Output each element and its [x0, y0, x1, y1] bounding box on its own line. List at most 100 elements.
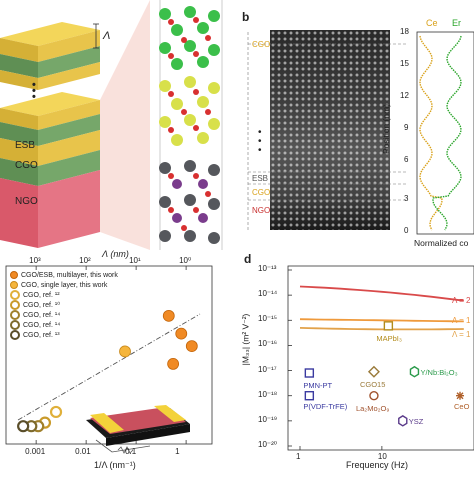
panel-b-letter: b [242, 10, 250, 24]
d-y-tick: 10⁻¹⁷ [258, 364, 277, 374]
stem-label-esb: ESB [252, 174, 269, 183]
d-y-tick: 10⁻¹⁵ [258, 314, 278, 324]
c-legend-text: CGO, ref. ¹³ [23, 331, 60, 339]
device-inset [86, 405, 190, 454]
c-legend-marker [10, 320, 20, 330]
layer-label-ngo: NGO [15, 196, 38, 207]
pos-tick: 18 [400, 27, 409, 36]
c-legend-text: CGO, ref. ¹² [23, 291, 60, 299]
c-legend-text: CGO, ref. ¹⁴ [23, 321, 61, 329]
d-material-label: La₂Mo₂O₉ [355, 403, 390, 413]
position-ticks: 18 15 12 9 6 3 0 [400, 0, 416, 250]
c-legend-marker [10, 300, 20, 310]
d-material-marker [456, 391, 465, 400]
c-top-tick: 10⁰ [179, 256, 192, 265]
d-y-tick: 10⁻¹⁸ [258, 389, 278, 399]
layer-label-cgo: CGO [15, 160, 38, 171]
c-legend-marker [10, 290, 20, 300]
c-legend-entry: CGO, ref. ¹⁰ [10, 300, 118, 310]
pos-tick: 6 [404, 155, 409, 164]
c-data-point [17, 420, 30, 433]
d-material-label: YSZ [408, 416, 424, 426]
c-legend-entry: CGO, single layer, this work [10, 280, 118, 290]
d-ylabel: |M₃₃| (m² V⁻²) [240, 313, 251, 366]
pos-tick: 15 [400, 59, 409, 68]
c-data-point [185, 340, 198, 352]
c-legend-entry: CGO/ESB, multilayer, this work [10, 270, 118, 280]
position-axis-label: Position (nm) [381, 103, 392, 155]
panel-b: b CGO ESB CGO NGO • • • Ce Er 18 15 12 9 6… [228, 0, 474, 250]
d-curve-label: Λ = 1 [452, 316, 471, 325]
panel-c-chart [5, 265, 213, 454]
d-curve-label: Λ = 1 [452, 330, 471, 339]
bottom-axis-label: 1/Λ (nm⁻¹) [94, 460, 136, 470]
c-top-tick: 10³ [29, 256, 41, 265]
c-legend-entry: CGO, ref. ¹³ [10, 330, 118, 340]
panel-a: Λ ESB CGO NGO • • • [0, 0, 225, 250]
c-legend-text: CGO, ref. ¹⁴ [23, 311, 61, 319]
er-profile [432, 35, 462, 231]
legend-er: Er [452, 18, 461, 28]
pos-tick: 3 [404, 194, 409, 203]
c-legend-text: CGO/ESB, multilayer, this work [21, 271, 118, 279]
panel-d: d |M₃₃| (m² V⁻²) Frequency (Hz) 10⁻¹³ 10⁻… [238, 252, 474, 474]
ce-profile [419, 35, 443, 231]
layer-label-esb: ESB [15, 140, 36, 151]
d-material-marker [383, 321, 394, 331]
top-axis-label: Λ (nm) [102, 249, 129, 259]
layer-stack-diagram [0, 0, 225, 250]
legend-ce: Ce [426, 18, 438, 28]
c-legend-marker [10, 281, 18, 289]
lambda-label: Λ [103, 30, 111, 42]
d-material-label: CGO15 [359, 379, 386, 389]
c-top-tick: 10¹ [129, 256, 141, 265]
c-legend-marker [10, 271, 18, 279]
c-legend-entry: CGO, ref. ¹⁴ [10, 320, 118, 330]
d-material-marker [398, 415, 408, 427]
pos-tick: 9 [404, 123, 409, 132]
stem-dots: • • • [258, 127, 262, 156]
stem-image [270, 30, 390, 230]
d-material-marker [409, 365, 420, 378]
panel-c-legend: CGO/ESB, multilayer, this work CGO, singl… [10, 270, 118, 340]
d-x-tick: 10 [377, 452, 387, 461]
d-material-marker [369, 391, 379, 401]
stem-label-cgo: CGO [252, 188, 271, 197]
d-y-tick: 10⁻²⁰ [258, 440, 277, 449]
c-legend-marker [10, 330, 20, 340]
stem-guides [247, 32, 406, 232]
c-top-tick: 10² [79, 256, 91, 265]
d-material-label: PMN-PT [303, 381, 333, 390]
c-bottom-tick: 0.1 [125, 447, 137, 456]
atomic-model [159, 0, 223, 250]
normalized-axis-label: Normalized co [414, 238, 469, 248]
c-bottom-tick: 1 [175, 447, 180, 456]
stem-label-ngo: NGO [252, 206, 271, 215]
c-legend-text: CGO, ref. ¹⁰ [23, 302, 61, 309]
pos-tick: 0 [404, 226, 409, 235]
c-legend-text: CGO, single layer, this work [21, 281, 108, 289]
d-y-tick: 10⁻¹³ [258, 264, 277, 273]
d-material-marker [367, 365, 380, 378]
eels-profile [416, 31, 474, 235]
d-x-tick: 1 [296, 452, 301, 461]
d-y-tick: 10⁻¹⁹ [258, 414, 278, 424]
c-data-point [49, 405, 63, 419]
d-series-line [299, 318, 464, 323]
d-y-tick: 10⁻¹⁴ [258, 289, 278, 299]
panel-d-letter: d [244, 252, 252, 266]
c-bottom-tick: 0.01 [75, 447, 91, 456]
c-data-point [167, 358, 180, 370]
panel-c: Λ (nm) 1/Λ (nm⁻¹) 10³ 10² 10¹ 10⁰ 0.001 0.01… [0, 249, 228, 474]
d-series-line [299, 327, 464, 331]
d-material-marker [304, 368, 315, 378]
d-material-label: MAPbI₃ [376, 333, 402, 343]
d-xlabel: Frequency (Hz) [346, 460, 409, 470]
d-material-label: CeO [454, 401, 470, 411]
d-curve-label: Λ = 2 [452, 296, 471, 305]
c-legend-entry: CGO, ref. ¹² [10, 290, 118, 300]
panel-d-chart [287, 265, 474, 451]
c-legend-marker [10, 310, 20, 320]
d-material-label: Y/Nb:Bi₂O₃ [420, 367, 458, 377]
c-bottom-tick: 0.001 [25, 447, 46, 456]
